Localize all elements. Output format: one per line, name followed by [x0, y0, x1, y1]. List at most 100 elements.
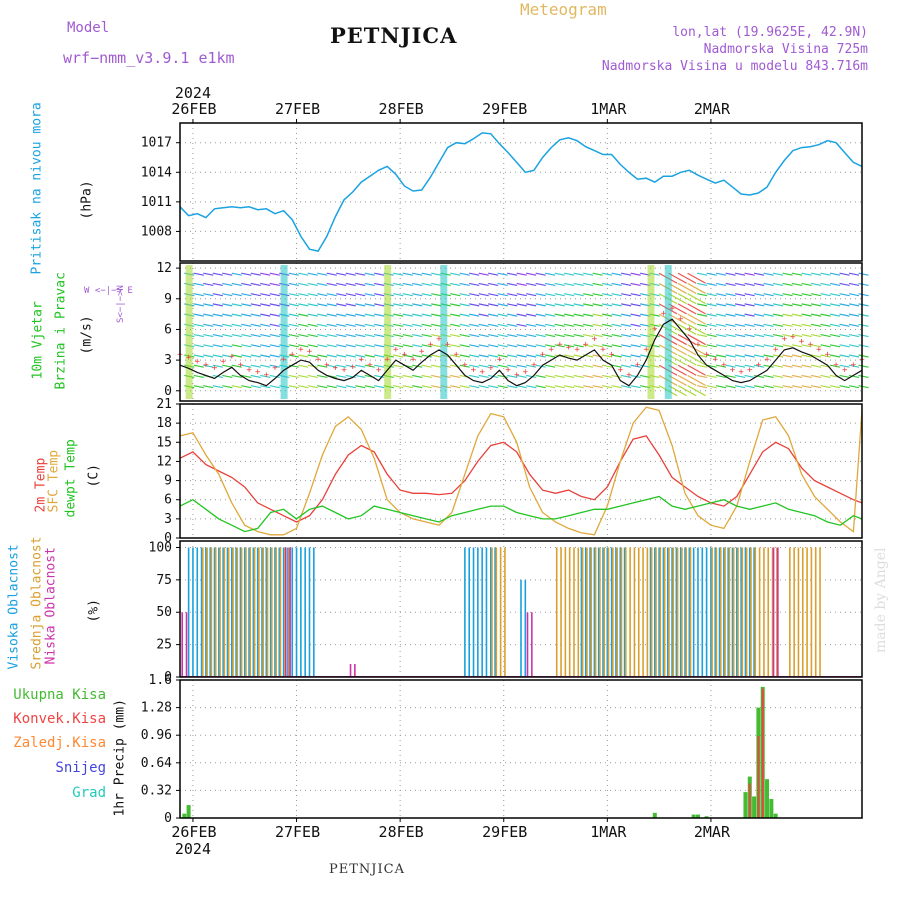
wind-barb — [763, 364, 774, 368]
wind-barb — [602, 313, 613, 317]
wind-barb — [535, 374, 546, 379]
wind-barb — [801, 303, 812, 307]
wind-barb — [355, 344, 366, 348]
wind-barb — [630, 333, 641, 338]
wind-barb — [696, 303, 708, 307]
wind-barb — [326, 272, 337, 276]
wind-barb — [592, 313, 603, 317]
wind-barb — [336, 333, 347, 338]
wind-barb — [507, 272, 518, 276]
gust-marker: + — [652, 324, 658, 334]
wind-barb — [450, 313, 461, 317]
gust-marker: + — [454, 350, 460, 360]
wind-barb — [222, 293, 233, 297]
wind-barb — [782, 344, 793, 348]
wind-barb — [848, 364, 860, 368]
wind-barb — [734, 385, 746, 389]
wind-barb — [592, 333, 603, 338]
wind-barb — [345, 354, 356, 358]
wind-barb — [630, 354, 641, 358]
y-tick-label: 1011 — [141, 195, 172, 210]
wind-barb — [763, 323, 774, 327]
wind-barb — [478, 282, 489, 287]
wind-barb — [602, 354, 613, 358]
wind-barb — [753, 374, 765, 379]
wind-barb — [374, 333, 385, 338]
wind-barb — [488, 344, 499, 348]
wind-barb — [592, 272, 603, 276]
wind-barb — [516, 313, 527, 317]
gust-marker: + — [436, 335, 442, 345]
wind-barb — [516, 272, 527, 276]
wind-barb — [687, 334, 706, 346]
wind-barb — [687, 364, 706, 376]
wind-barb — [791, 344, 803, 348]
wind-barb — [630, 282, 641, 287]
wind-barb — [241, 385, 252, 389]
wind-barb — [450, 385, 461, 389]
wind-barb — [307, 354, 318, 358]
wind-barb — [715, 272, 727, 276]
wind-barb — [696, 344, 708, 348]
wind-barb — [782, 303, 793, 307]
gust-marker: + — [816, 345, 822, 355]
wind-barb — [393, 272, 404, 276]
wind-barb — [545, 374, 556, 379]
gust-marker: + — [592, 335, 598, 345]
wind-barb — [611, 385, 622, 389]
wind-barb — [269, 272, 280, 276]
wind-barb — [820, 374, 831, 379]
wind-barb — [744, 282, 755, 287]
wind-barb — [801, 313, 812, 317]
wind-barb — [592, 385, 603, 389]
wind-barb — [782, 272, 793, 276]
wind-barb — [450, 354, 461, 358]
wind-barb — [763, 313, 774, 317]
wind-barb — [336, 293, 347, 297]
wind-barb — [459, 282, 470, 287]
wind-barb — [744, 303, 755, 307]
wind-barb — [326, 313, 337, 317]
wind-barb — [839, 303, 850, 307]
wind-barb — [260, 385, 271, 389]
gust-marker: + — [790, 333, 796, 343]
wind-barb — [839, 374, 850, 379]
wind-barb — [203, 354, 214, 358]
wind-barb — [602, 323, 613, 327]
wind-barb — [810, 323, 822, 327]
total-precip-bar — [182, 813, 187, 818]
wind-barb — [554, 293, 565, 297]
wind-barb — [810, 313, 822, 317]
wind-barb — [298, 272, 309, 276]
gust-marker: + — [574, 345, 580, 355]
wind-barb — [231, 374, 242, 379]
gust-marker: + — [212, 363, 218, 373]
wind-barb — [554, 282, 565, 287]
wind-barb — [573, 385, 584, 389]
y-tick-label: 0.32 — [141, 783, 172, 798]
wind-barb — [753, 272, 765, 276]
wind-barb — [393, 385, 404, 389]
y-tick-label: 0.64 — [141, 756, 172, 771]
wind-barb — [801, 282, 812, 287]
wind-barb — [412, 282, 423, 287]
gust-marker: + — [410, 355, 416, 365]
wind-barb — [345, 293, 356, 297]
wind-barb — [611, 323, 622, 327]
wind-barb — [450, 333, 461, 338]
wind-barb — [630, 364, 641, 368]
wind-barb — [516, 385, 527, 389]
total-precip-bar — [691, 814, 696, 818]
wind-barb — [715, 323, 727, 327]
wind-barb — [516, 364, 527, 368]
wind-barb — [478, 323, 489, 327]
wind-barb — [545, 333, 556, 338]
dewpt-line — [179, 495, 863, 533]
wind-barb — [772, 272, 784, 276]
wind-barb — [260, 303, 271, 307]
wind-barb — [829, 344, 841, 348]
wind-barb-field — [184, 265, 869, 399]
wind-barb — [753, 364, 765, 368]
wind-barb — [848, 354, 860, 358]
